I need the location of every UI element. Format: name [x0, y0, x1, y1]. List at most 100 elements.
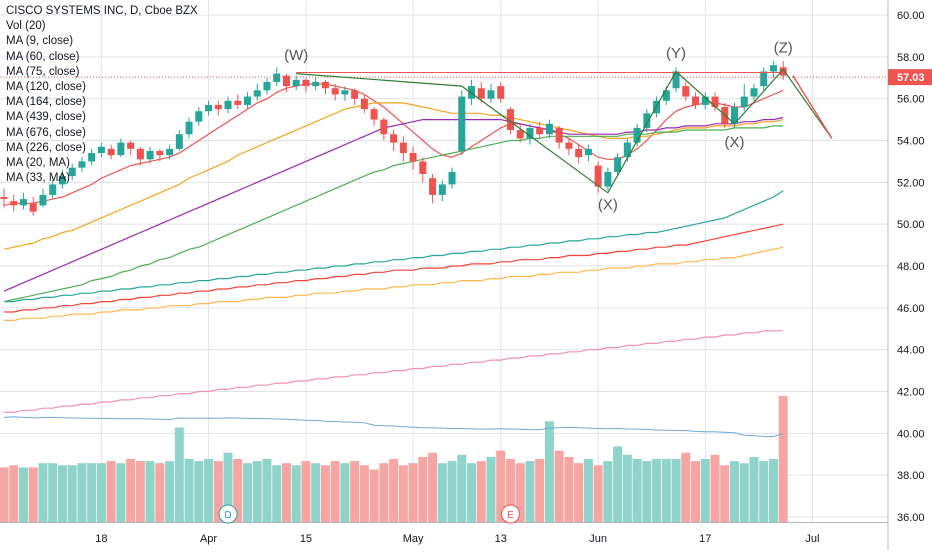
volume-bar [272, 465, 282, 522]
volume-bar [48, 463, 58, 522]
moving-average-line [3, 116, 784, 292]
candle [166, 148, 174, 156]
candle [273, 73, 281, 82]
x-tick-label: Jul [805, 533, 819, 545]
volume-bar [681, 452, 691, 522]
wave-label: (W) [284, 47, 308, 64]
volume-bar [0, 467, 9, 522]
candle [49, 184, 57, 195]
volume-bar [291, 465, 301, 522]
candle [399, 142, 407, 154]
candle [662, 90, 670, 101]
candle [536, 127, 544, 135]
candle [643, 113, 651, 128]
volume-bar [408, 463, 418, 522]
volume-bar [515, 463, 525, 522]
candle [380, 119, 388, 135]
wave-label: (X) [598, 197, 618, 214]
candle [234, 100, 242, 105]
volume-bar [613, 446, 623, 522]
volume-bar [369, 469, 379, 522]
volume-bar [379, 463, 389, 522]
candle [370, 109, 378, 120]
candle [750, 88, 758, 97]
candle [682, 86, 690, 97]
y-tick-label: 44.00 [897, 345, 925, 357]
candle [185, 121, 193, 135]
volume-bar [603, 461, 613, 522]
candle [545, 123, 553, 135]
marker-letter: E [507, 510, 514, 521]
volume-bar [476, 461, 486, 522]
volume-bar [262, 459, 272, 522]
volume-bar [759, 461, 769, 522]
y-tick-label: 48.00 [897, 261, 925, 273]
y-tick-label: 54.00 [897, 136, 925, 148]
volume-bar [9, 465, 19, 522]
y-tick-label: 56.00 [897, 94, 925, 106]
candle [594, 165, 602, 187]
candle [127, 142, 135, 149]
candle [107, 148, 115, 156]
marker-circle [500, 504, 520, 524]
legend-indicator: MA (20, MA) [6, 157, 70, 170]
last-price-label: 57.03 [897, 72, 925, 84]
volume-ma-line [3, 416, 784, 438]
volume-bar [38, 463, 48, 522]
dividend-marker: D [218, 504, 238, 524]
volume-bar [447, 461, 457, 522]
candle [409, 153, 417, 162]
volume-bar [564, 456, 574, 522]
volume-bar [106, 461, 116, 522]
volume-bar [739, 463, 749, 522]
wave-path [296, 68, 833, 194]
candle [205, 104, 213, 112]
volume-bar [398, 465, 408, 522]
legend-indicator: MA (439, close) [6, 111, 86, 124]
volume-bar [359, 465, 369, 522]
legend-indicator: MA (226, close) [6, 141, 86, 154]
volume-bar [554, 450, 564, 522]
volume-bar [330, 461, 340, 522]
candle [351, 90, 359, 99]
volume-bar [174, 427, 184, 522]
volume-bar [700, 459, 710, 522]
wave-layer: (W) (X) (Y) (X) (Z) [0, 40, 888, 214]
candle [68, 167, 76, 177]
candle [88, 153, 96, 162]
volume-bar [126, 459, 136, 522]
volume-bar [671, 459, 681, 522]
marker-circle [218, 504, 238, 524]
candle [312, 81, 320, 87]
volume-bar [311, 463, 321, 522]
legend-indicator: MA (33, MA) [6, 172, 70, 185]
y-tick-label: 46.00 [897, 303, 925, 315]
x-tick-label: 17 [699, 533, 711, 545]
y-tick-label: 40.00 [897, 428, 925, 440]
candle [731, 107, 738, 124]
candle [429, 178, 437, 195]
legend: CISCO SYSTEMS INC, D, Cboe BZX Vol (20) … [6, 4, 198, 186]
candle [156, 150, 164, 156]
volume-bar [428, 452, 438, 522]
volume-bar [593, 465, 603, 522]
candle [146, 150, 154, 160]
legend-indicator: MA (60, close) [6, 50, 80, 63]
candle [331, 88, 339, 95]
moving-average-line [4, 330, 784, 413]
volume-bar [437, 463, 447, 522]
legend-indicator: MA (676, close) [6, 126, 86, 139]
y-tick-label: 50.00 [897, 219, 925, 231]
volume-layer [0, 396, 788, 522]
candle [477, 88, 485, 99]
candle [214, 104, 222, 110]
candle [253, 90, 261, 97]
moving-average-line [3, 125, 784, 303]
volume-bar [145, 461, 155, 522]
candle [575, 148, 583, 158]
candle [292, 79, 300, 87]
y-tick-label: 52.00 [897, 177, 925, 189]
candle [39, 194, 47, 206]
candle [497, 86, 505, 99]
